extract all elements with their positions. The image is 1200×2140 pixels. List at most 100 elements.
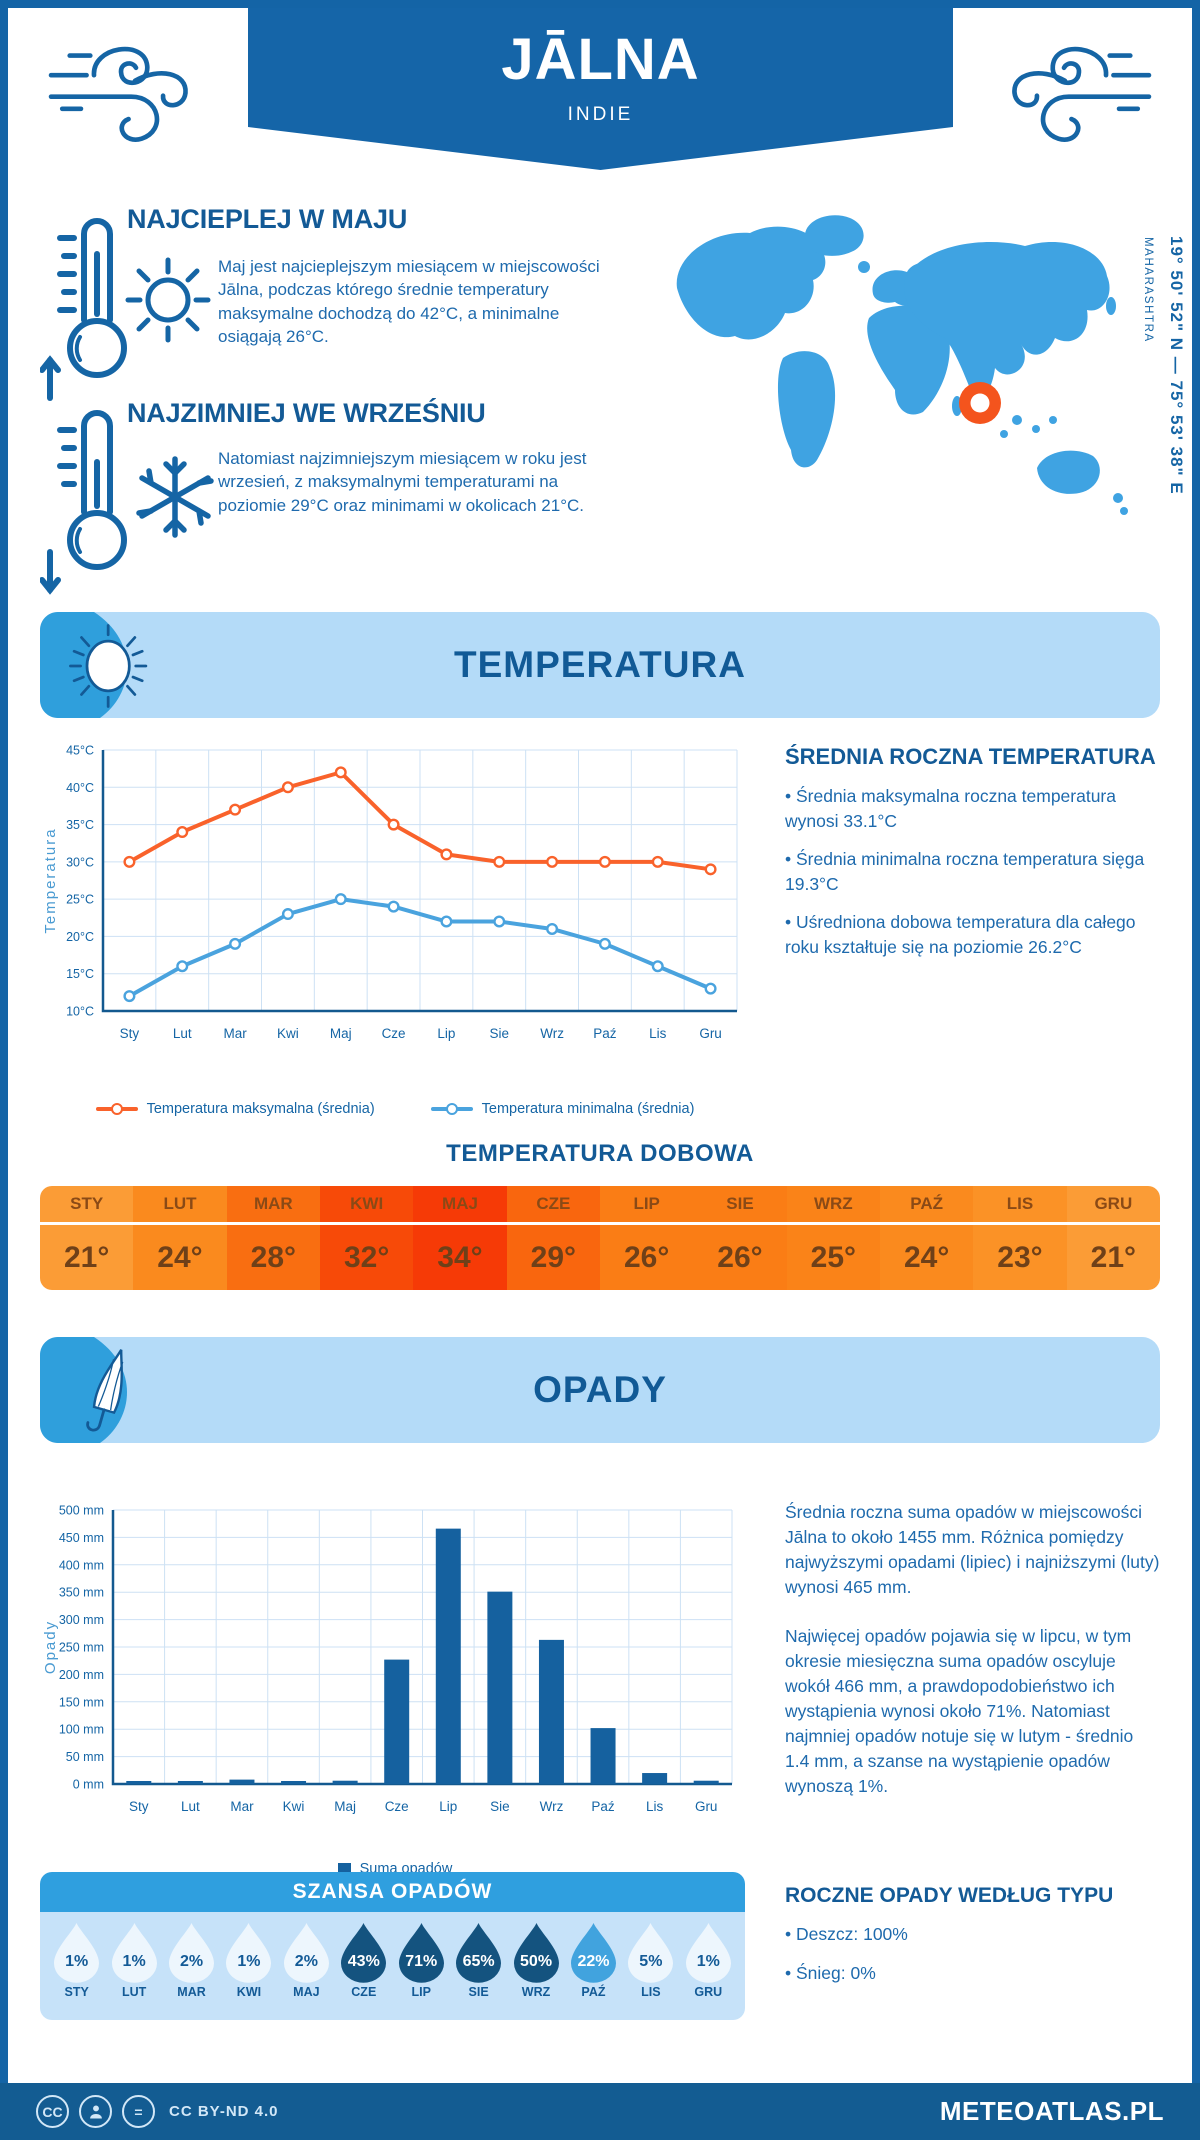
thermometer-down-icon	[40, 410, 214, 595]
chance-value: 50%	[520, 1953, 553, 1970]
svg-text:250 mm: 250 mm	[59, 1641, 104, 1655]
month-label: LIS	[641, 1985, 661, 1999]
svg-text:Mar: Mar	[230, 1799, 254, 1814]
raindrop-icon	[570, 1922, 616, 1983]
precipitation-paragraph: Najwięcej opadów pojawia się w lipcu, w …	[785, 1626, 1134, 1797]
precipitation-section-title: OPADY	[533, 1369, 667, 1410]
axes	[101, 750, 737, 1013]
svg-text:Gru: Gru	[695, 1799, 718, 1814]
chance-value: 2%	[294, 1953, 318, 1970]
chance-value: 5%	[639, 1953, 663, 1970]
raindrop-icon	[685, 1922, 731, 1983]
bar-lut	[177, 1781, 203, 1784]
month-label: STY	[64, 1985, 89, 1999]
temperature-value: 24°	[157, 1240, 203, 1274]
month-label: CZE	[506, 1186, 600, 1225]
daily-temp-cell-sty: STY 21°	[40, 1186, 134, 1290]
svg-text:Maj: Maj	[330, 1026, 352, 1041]
svg-text:35°C: 35°C	[66, 818, 94, 832]
wind-icon	[1012, 46, 1152, 142]
raindrop-icon	[283, 1922, 329, 1983]
month-label: KWI	[320, 1186, 414, 1225]
legend-item: Temperatura minimalna (średnia)	[430, 1101, 695, 1117]
raindrop-icon	[456, 1922, 502, 1983]
page-title: JĀLNA	[501, 27, 700, 92]
month-label: SIE	[468, 1985, 489, 1999]
person-icon	[79, 2095, 112, 2128]
precipitation-chance-droplets: 1% STY 1% LUT 2% MAR 1% KWI 2% MAJ 43% CZE 71% LIP 65%…	[40, 1912, 745, 2020]
month-label: LIP	[411, 1985, 431, 1999]
banner-wedge	[40, 1337, 127, 1443]
svg-text:400 mm: 400 mm	[59, 1558, 104, 1572]
temperature-value: 26°	[623, 1240, 670, 1274]
temperature-value: 32°	[343, 1240, 390, 1274]
daily-temp-cell-maj: MAJ 34°	[413, 1186, 507, 1290]
axes	[111, 1510, 732, 1786]
sun-icon	[69, 624, 148, 708]
svg-text:Wrz: Wrz	[540, 1799, 564, 1814]
bar-paź	[590, 1728, 616, 1784]
legend-line-swatch	[430, 1103, 473, 1115]
month-label: LIS	[973, 1186, 1067, 1225]
month-label: MAJ	[293, 1985, 320, 1999]
y-axis-label: Temperatura	[42, 827, 59, 933]
warmest-month-text: Maj jest najcieplejszym miesiącem w miej…	[218, 257, 600, 347]
temperature-value: 23°	[997, 1240, 1043, 1274]
month-label: LUT	[121, 1985, 147, 1999]
annual-temperature-summary: ŚREDNIA ROCZNA TEMPERATURA • Średnia mak…	[785, 744, 1160, 959]
thermometer-up-icon	[40, 218, 211, 401]
bar-sty	[126, 1781, 152, 1784]
daily-temp-cell-wrz: WRZ 25°	[786, 1186, 880, 1290]
footer: CC = CC BY-ND 4.0 METEOATLAS.PL	[0, 2083, 1200, 2140]
svg-text:Paź: Paź	[593, 1026, 617, 1041]
precipitation-paragraph: Średnia roczna suma opadów w miejscowośc…	[785, 1502, 1160, 1598]
svg-text:45°C: 45°C	[66, 744, 94, 758]
raindrop-icon	[628, 1922, 674, 1983]
x-axis-ticks: Sty Lut Mar Kwi Maj Cze Lip Sie Wrz Paź Lis Gru	[120, 1026, 722, 1041]
temperature-section-title: TEMPERATURA	[454, 644, 746, 685]
month-label: SIE	[693, 1186, 787, 1225]
license-label: CC BY-ND 4.0	[169, 2103, 279, 2120]
bar-cze	[384, 1659, 410, 1784]
temperature-chart-block: 10°C 15°C 20°C 25°C 30°C 35°C 40°C 45°C Sty Lut Ma…	[40, 736, 750, 1117]
y-axis-label: Opady	[42, 1620, 59, 1674]
chance-droplet-lis: 5% LIS	[622, 1922, 679, 2016]
warmest-month-block: NAJCIEPLEJ W MAJU Maj jest najcieplejszy…	[40, 200, 640, 401]
month-label: WRZ	[786, 1186, 880, 1225]
temperature-chart-legend: Temperatura maksymalna (średnia) Temperat…	[40, 1101, 750, 1117]
month-label: PAŹ	[880, 1186, 974, 1225]
svg-text:100 mm: 100 mm	[59, 1723, 104, 1737]
svg-text:15°C: 15°C	[66, 967, 94, 981]
raindrop-icon	[226, 1922, 272, 1983]
svg-text:50 mm: 50 mm	[66, 1750, 104, 1764]
header-banner-shape	[248, 0, 953, 170]
bar-gru	[693, 1780, 719, 1784]
daily-temp-cell-paź: PAŹ 24°	[880, 1186, 974, 1290]
svg-text:40°C: 40°C	[66, 781, 94, 795]
svg-text:500 mm: 500 mm	[59, 1504, 104, 1518]
raindrop-icon	[54, 1922, 100, 1983]
coldest-month-text: Natomiast najzimniejszym miesiącem w rok…	[218, 449, 587, 515]
month-label: WRZ	[521, 1985, 551, 1999]
daily-temp-cell-mar: MAR 28°	[226, 1186, 320, 1290]
svg-text:Kwi: Kwi	[277, 1026, 299, 1041]
temperature-line-chart: 10°C 15°C 20°C 25°C 30°C 35°C 40°C 45°C Sty Lut Ma…	[42, 744, 738, 1041]
legend-label: Temperatura minimalna (średnia)	[481, 1101, 695, 1117]
month-label: GRU	[1066, 1186, 1160, 1225]
raindrop-icon	[513, 1922, 559, 1983]
annual-temp-bullet: • Średnia minimalna roczna temperatura s…	[785, 849, 1145, 894]
chance-value: 1%	[65, 1953, 89, 1970]
chance-droplet-lip: 71% LIP	[393, 1922, 450, 2016]
temperature-value: 26°	[717, 1240, 763, 1274]
month-label: MAR	[177, 1985, 206, 1999]
precip-type-bullet: • Deszcz: 100%	[785, 1924, 908, 1944]
temperature-value: 24°	[903, 1240, 950, 1274]
warmest-month-title: NAJCIEPLEJ W MAJU	[127, 204, 408, 234]
chance-droplet-gru: 1% GRU	[680, 1922, 737, 2016]
chance-droplet-sty: 1% STY	[48, 1922, 105, 2016]
temperature-value: 25°	[810, 1240, 857, 1274]
license-icons: CC =	[36, 2095, 155, 2128]
svg-text:30°C: 30°C	[66, 855, 94, 869]
svg-text:Lis: Lis	[649, 1026, 667, 1041]
